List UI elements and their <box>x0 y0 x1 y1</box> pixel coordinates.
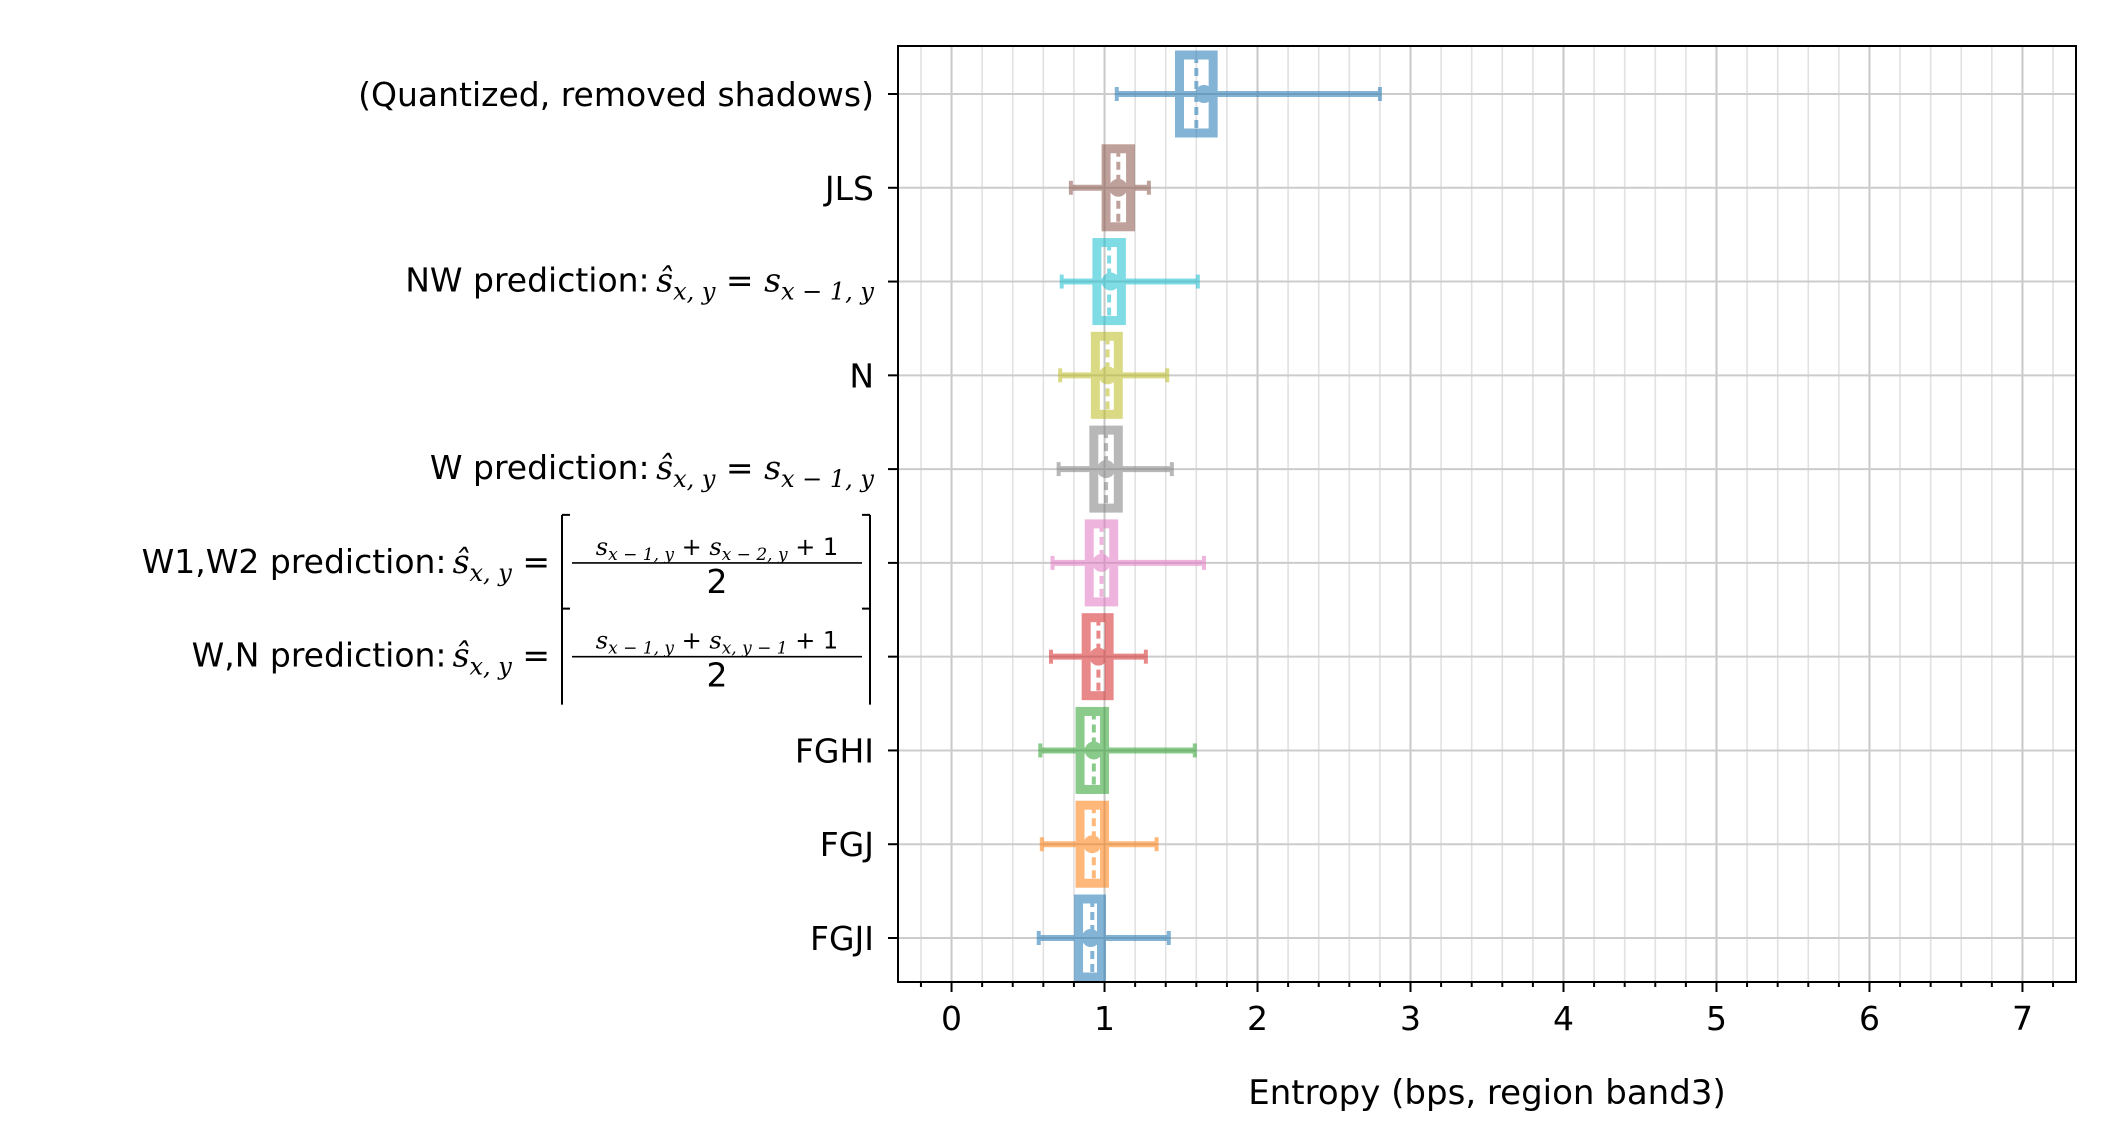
mean-marker <box>1081 929 1100 947</box>
box-0 <box>1036 894 1171 982</box>
category-label-text: N <box>849 356 874 395</box>
x-tick-label: 4 <box>1553 999 1574 1038</box>
mean-marker <box>1109 178 1128 197</box>
category-label-9: (Quantized, removed shadows) <box>358 75 874 114</box>
label-math: ŝx, y = sx − 1, y <box>656 448 874 493</box>
x-tick-label: 3 <box>1400 999 1421 1038</box>
category-label-0: FGJI <box>810 919 874 958</box>
box-8 <box>1068 144 1151 232</box>
ceil-left <box>561 513 570 611</box>
ceil-right <box>862 607 871 705</box>
x-axis-label: Entropy (bps, region band3) <box>1248 1073 1725 1113</box>
plot-frame <box>897 45 2077 983</box>
mean-marker <box>1097 460 1116 479</box>
box-5 <box>1056 425 1174 513</box>
box-9 <box>1114 50 1382 138</box>
category-label-8: JLS <box>823 169 874 208</box>
fraction-denominator: 2 <box>707 656 728 695</box>
ceil-right <box>862 513 871 611</box>
box-3 <box>1048 613 1148 701</box>
box-6 <box>1058 331 1170 419</box>
box-series <box>1036 50 1382 982</box>
fraction-numerator: sx − 1, y + sx − 2, y + 1 <box>596 533 838 565</box>
fraction-denominator: 2 <box>707 562 728 601</box>
mean-marker <box>1083 835 1102 854</box>
box-4 <box>1050 519 1206 607</box>
label-math: ŝx, y = sx − 1, y <box>656 261 874 306</box>
x-tick-label: 5 <box>1706 999 1727 1038</box>
category-label-text: FGHI <box>795 731 874 770</box>
category-label-7: ŝx, y = sx − 1, yNW prediction: <box>405 261 874 306</box>
ceil-left <box>561 607 570 705</box>
category-label-5: ŝx, y = sx − 1, yW prediction: <box>430 448 875 493</box>
category-label-text: FGJ <box>820 825 874 864</box>
category-label-3: sx − 1, y + sx, y − 1 + 12 ŝx, y =W,N pre… <box>192 607 871 705</box>
category-label-6: N <box>849 356 874 395</box>
category-label-text: (Quantized, removed shadows) <box>358 75 874 114</box>
category-label-4: sx − 1, y + sx − 2, y + 12 ŝx, y =W1,W2 p… <box>142 513 871 611</box>
category-label-text: W,N prediction: <box>192 636 447 675</box>
box-7 <box>1059 238 1200 326</box>
category-label-text: W prediction: <box>430 448 650 487</box>
mean-marker <box>1098 366 1117 385</box>
mean-marker <box>1089 647 1108 666</box>
category-label-2: FGHI <box>795 731 874 770</box>
label-math-lhs: ŝx, y = <box>453 542 550 587</box>
category-label-text: JLS <box>823 169 874 208</box>
category-label-text: W1,W2 prediction: <box>142 542 447 581</box>
mean-marker <box>1092 553 1111 572</box>
x-tick-label: 1 <box>1094 999 1115 1038</box>
mean-marker <box>1101 272 1120 291</box>
x-tick-label: 0 <box>941 999 962 1038</box>
mean-marker <box>1194 85 1213 103</box>
axis-ticks: 0 1 2 3 4 5 6 7 <box>888 93 2055 1038</box>
mean-marker <box>1084 741 1103 760</box>
box-2 <box>1038 706 1197 794</box>
category-label-1: FGJ <box>820 825 874 864</box>
box-1 <box>1039 800 1159 888</box>
category-label-text: FGJI <box>810 919 874 958</box>
category-label-text: NW prediction: <box>405 261 650 300</box>
iqr-box <box>1074 894 1106 982</box>
fraction-numerator: sx − 1, y + sx, y − 1 + 1 <box>596 627 838 659</box>
label-math-lhs: ŝx, y = <box>453 636 550 681</box>
grid <box>898 46 2076 982</box>
x-tick-label: 2 <box>1247 999 1268 1038</box>
x-tick-label: 7 <box>2012 999 2033 1038</box>
x-tick-label: 6 <box>1859 999 1880 1038</box>
